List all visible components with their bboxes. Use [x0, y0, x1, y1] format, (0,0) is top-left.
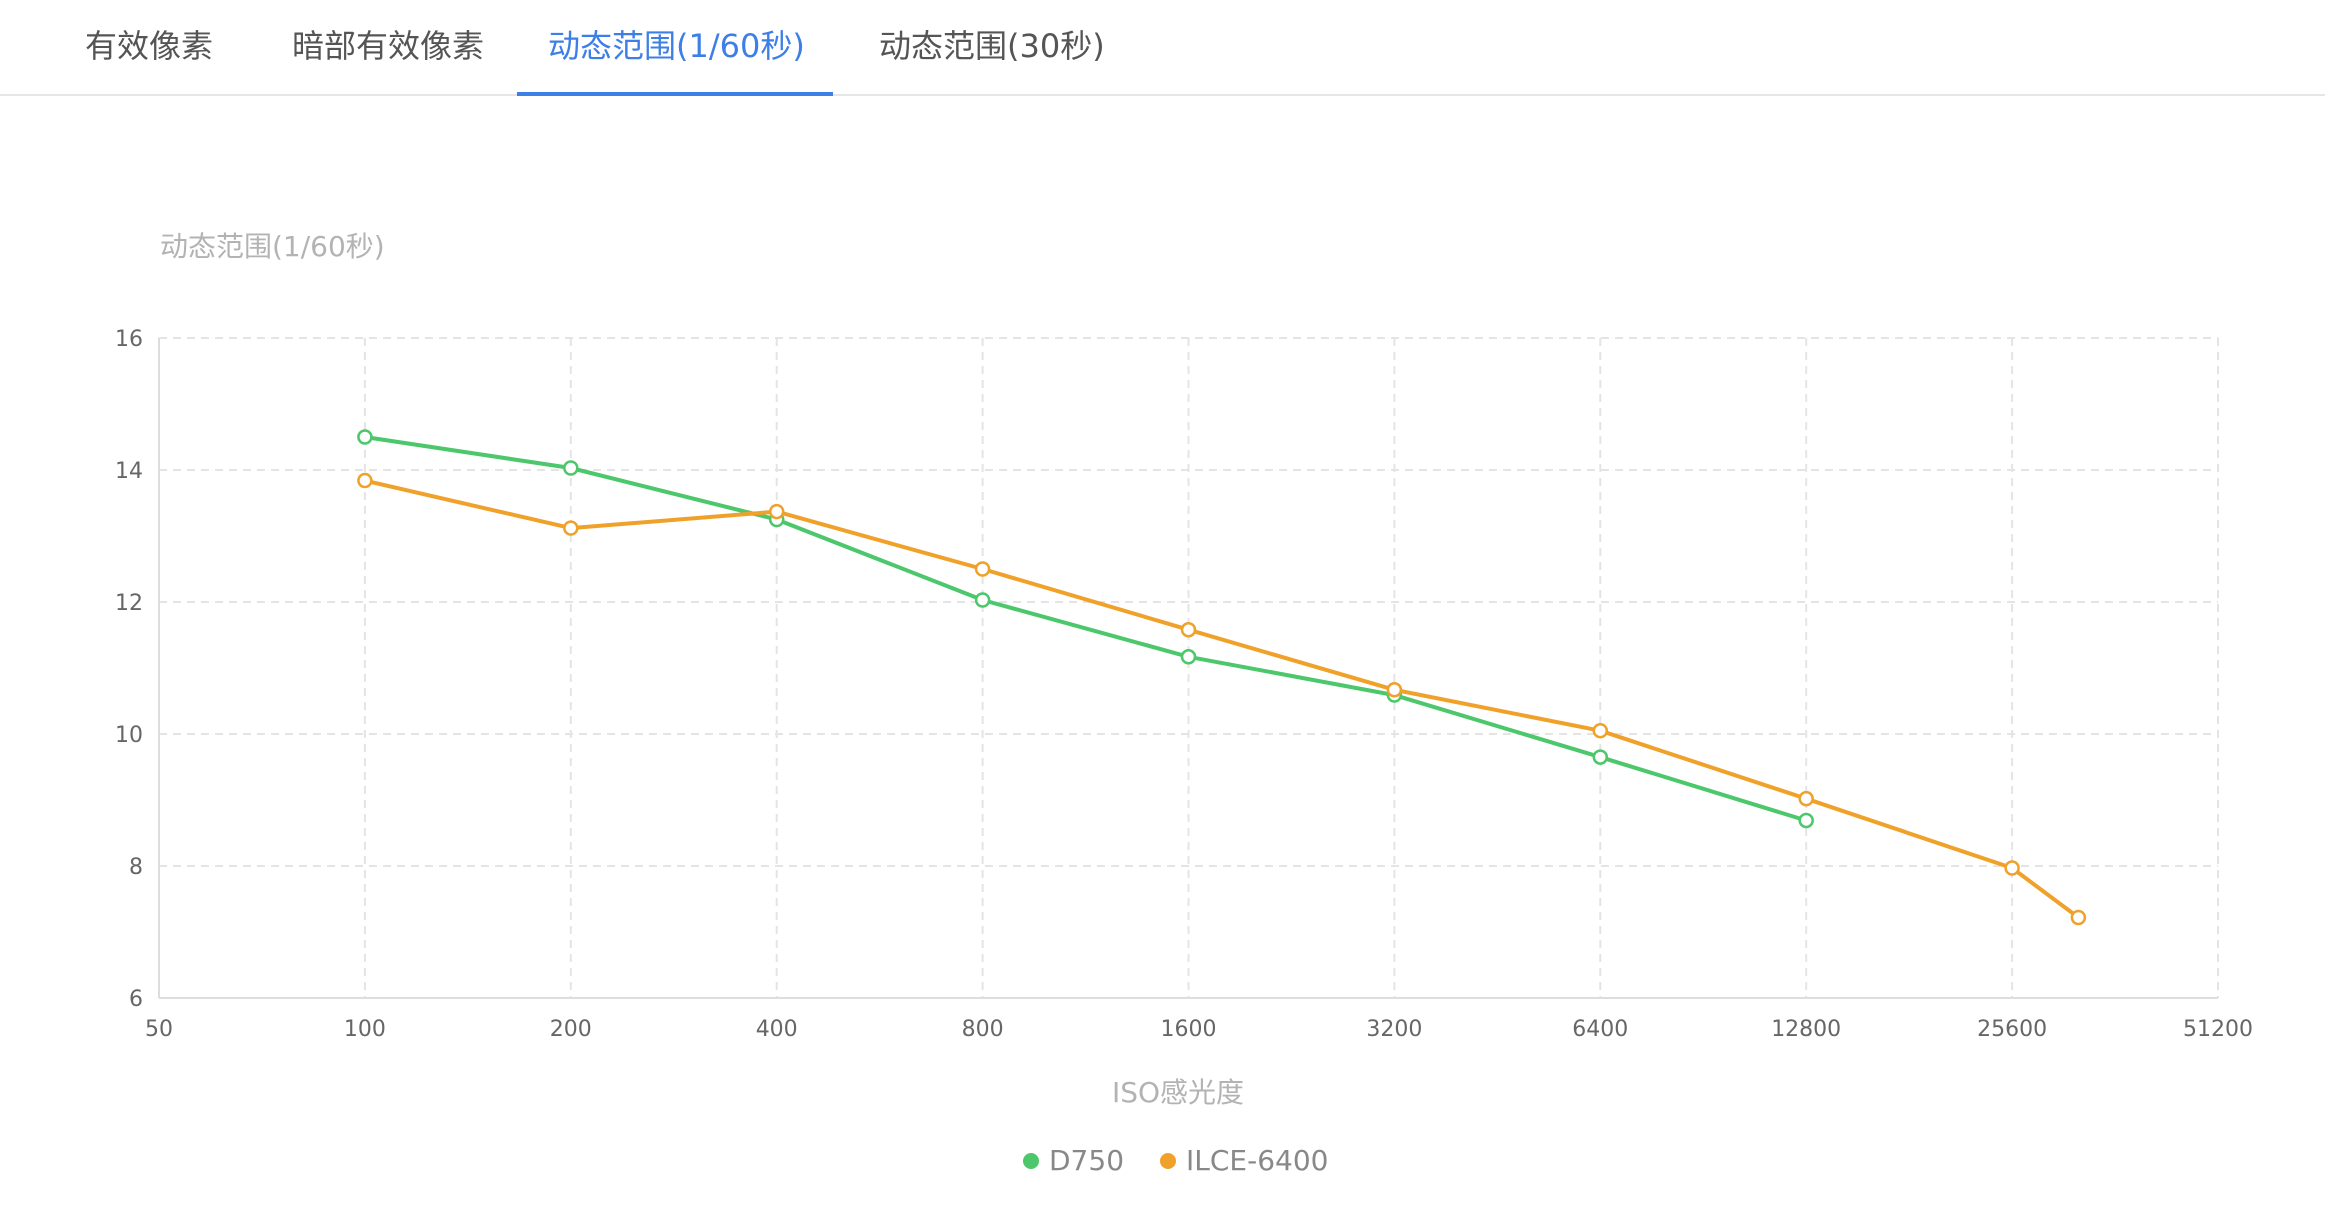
tab-dark-effective-pixels[interactable]: 暗部有效像素: [292, 27, 485, 65]
x-tick-label: 1600: [1161, 1017, 1217, 1042]
x-tick-label: 100: [344, 1017, 386, 1042]
data-point: [1386, 682, 1403, 698]
legend-label: ILCE-6400: [1186, 1144, 1328, 1177]
active-tab-indicator: [517, 92, 833, 96]
y-tick-label: 10: [115, 723, 143, 748]
data-point: [1798, 790, 1814, 807]
y-tick-label: 6: [129, 987, 143, 1012]
tab-dynamic-range-30s[interactable]: 动态范围(30秒): [879, 27, 1105, 65]
chart-legend: D750 ILCE-6400: [1023, 1144, 1328, 1177]
data-point: [768, 503, 785, 520]
data-point: [1592, 722, 1609, 739]
data-point: [2004, 860, 2020, 876]
legend-label: D750: [1049, 1144, 1124, 1177]
x-tick-label: 800: [962, 1017, 1004, 1042]
x-axis-title: ISO感光度: [1112, 1076, 1244, 1109]
series-line-1: [364, 478, 2080, 920]
y-tick-label: 14: [115, 459, 143, 484]
data-point: [357, 472, 373, 489]
tab-effective-pixels[interactable]: 有效像素: [85, 27, 214, 65]
data-point: [1180, 649, 1197, 665]
legend-marker: [1023, 1153, 1039, 1169]
data-point: [974, 592, 991, 608]
data-point: [974, 561, 991, 577]
y-axis-title: 动态范围(1/60秒): [160, 230, 385, 263]
tab-bar: 有效像素 暗部有效像素 动态范围(1/60秒) 动态范围(30秒): [0, 0, 2325, 96]
y-tick-label: 8: [129, 855, 143, 880]
tab-dynamic-range-1-60s[interactable]: 动态范围(1/60秒): [548, 27, 805, 65]
y-tick-label: 12: [115, 591, 143, 616]
x-tick-label: 50: [145, 1017, 173, 1042]
x-tick-label: 3200: [1366, 1017, 1422, 1042]
x-tick-label: 51200: [2183, 1017, 2253, 1042]
legend-marker: [1160, 1153, 1176, 1169]
chart-axes: 6 8 10 12 14 16 50 100 200 400 800 1600 3200 6400 1280…: [115, 327, 2253, 1042]
series-line-0: [364, 435, 1807, 823]
data-point: [1180, 621, 1197, 638]
data-point: [1798, 812, 1814, 829]
chart-grid: [159, 337, 2219, 998]
data-point: [357, 429, 373, 445]
x-tick-label: 6400: [1572, 1017, 1628, 1042]
chart-series: [357, 429, 2087, 926]
data-point: [563, 460, 579, 476]
data-point: [563, 520, 579, 536]
data-point: [1592, 749, 1609, 765]
x-tick-label: 25600: [1977, 1017, 2047, 1042]
x-tick-label: 12800: [1771, 1017, 1841, 1042]
x-tick-label: 400: [756, 1017, 798, 1042]
data-point: [2070, 909, 2087, 926]
x-tick-label: 200: [550, 1017, 592, 1042]
y-tick-label: 16: [115, 327, 143, 352]
